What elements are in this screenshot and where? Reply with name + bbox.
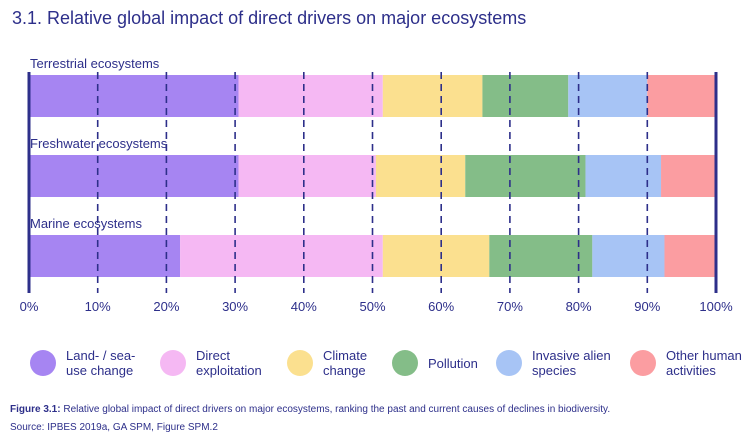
- stacked-bar-chart: 0% 10% 20% 30% 40% 50% 60% 70% 80% 90% 100%: [20, 72, 733, 314]
- x-tick-label-2: 20%: [153, 299, 179, 314]
- legend-label-other-activities: Other human activities: [666, 348, 742, 378]
- bar-segment-0-0: [29, 75, 239, 117]
- legend-item-invasive-species: Invasive alien species: [496, 345, 622, 381]
- bar-segment-2-1: [180, 235, 383, 277]
- x-tick-label-1: 10%: [85, 299, 111, 314]
- row-label-terrestrial: Terrestrial ecosystems: [30, 56, 160, 71]
- x-tick-label-9: 90%: [634, 299, 660, 314]
- x-tick-label-10: 100%: [699, 299, 733, 314]
- bar-segment-1-0: [29, 155, 239, 197]
- legend-label-invasive-species: Invasive alien species: [532, 348, 611, 378]
- legend-item-pollution: Pollution: [392, 345, 518, 381]
- caption-text: Relative global impact of direct drivers…: [60, 404, 611, 415]
- x-tick-label-6: 60%: [428, 299, 454, 314]
- bar-segment-1-3: [465, 155, 586, 197]
- bar-segment-1-4: [585, 155, 662, 197]
- legend-label-land-use: Land- / sea-use change: [66, 348, 136, 378]
- bar-segment-1-5: [661, 155, 716, 197]
- legend-label-direct-exploitation: Direct exploitation: [196, 348, 262, 378]
- legend-item-climate-change: Climate change: [287, 345, 383, 381]
- legend-swatch-invasive-species: [496, 350, 522, 376]
- x-tick-label-8: 80%: [566, 299, 592, 314]
- x-tick-label-0: 0%: [20, 299, 39, 314]
- bar-segment-2-2: [382, 235, 490, 277]
- figure-caption: Figure 3.1: Relative global impact of di…: [10, 404, 610, 415]
- bar-segment-2-3: [489, 235, 593, 277]
- bar-segment-0-2: [382, 75, 483, 117]
- x-tick-label-3: 30%: [222, 299, 248, 314]
- legend-swatch-direct-exploitation: [160, 350, 186, 376]
- row-label-marine: Marine ecosystems: [30, 216, 142, 231]
- legend-item-land-use: Land- / sea-use change: [30, 345, 156, 381]
- bar-segment-0-4: [568, 75, 648, 117]
- bar-segment-1-1: [238, 155, 376, 197]
- figure-source: Source: IPBES 2019a, GA SPM, Figure SPM.…: [10, 422, 218, 433]
- bar-segment-2-0: [29, 235, 181, 277]
- legend-swatch-other-activities: [630, 350, 656, 376]
- bar-segment-0-1: [238, 75, 383, 117]
- legend-swatch-land-use: [30, 350, 56, 376]
- legend-swatch-pollution: [392, 350, 418, 376]
- bar-segment-0-3: [482, 75, 569, 117]
- x-tick-label-7: 70%: [497, 299, 523, 314]
- legend-swatch-climate-change: [287, 350, 313, 376]
- legend-label-pollution: Pollution: [428, 355, 478, 371]
- x-tick-label-4: 40%: [291, 299, 317, 314]
- bar-segment-1-2: [375, 155, 466, 197]
- bar-segment-2-5: [664, 235, 716, 277]
- bar-segment-0-5: [647, 75, 716, 117]
- row-label-freshwater: Freshwater ecosystems: [30, 136, 168, 151]
- legend-item-direct-exploitation: Direct exploitation: [160, 345, 286, 381]
- bar-segment-2-4: [592, 235, 665, 277]
- legend: Land- / sea-use change Direct exploitati…: [30, 345, 746, 381]
- legend-label-climate-change: Climate change: [323, 348, 368, 378]
- chart-title: 3.1. Relative global impact of direct dr…: [12, 8, 527, 28]
- legend-item-other-activities: Other human activities: [630, 345, 746, 381]
- caption-label: Figure 3.1:: [10, 404, 61, 415]
- x-tick-label-5: 50%: [359, 299, 385, 314]
